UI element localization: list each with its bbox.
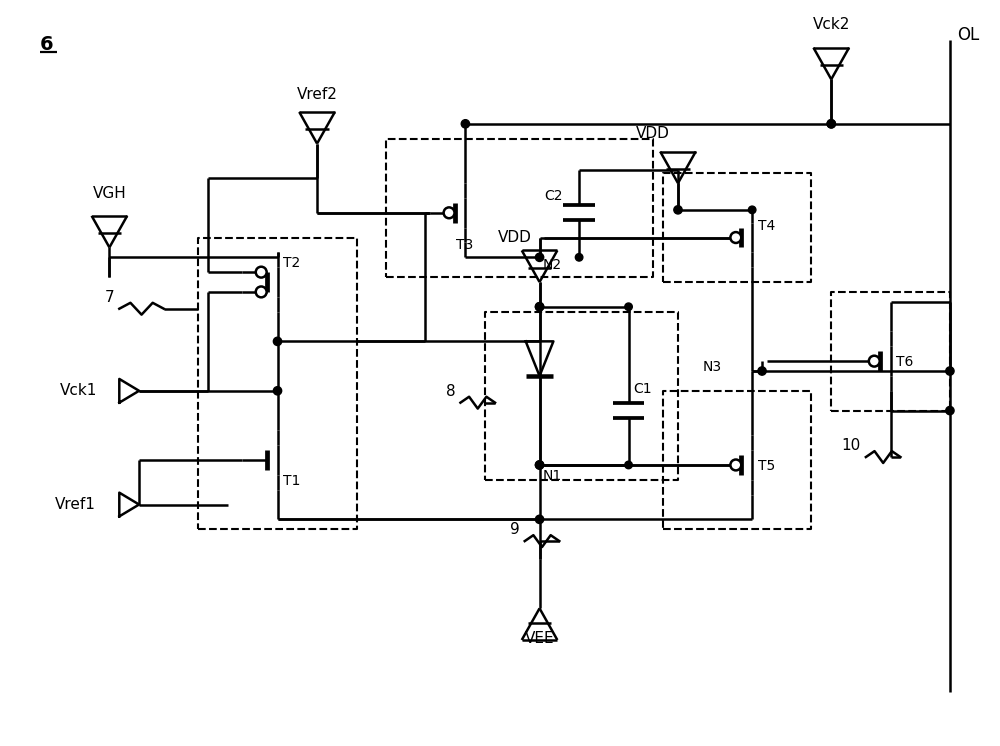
Text: T2: T2 xyxy=(283,256,301,270)
Circle shape xyxy=(869,356,880,366)
Text: Vref2: Vref2 xyxy=(297,87,338,101)
Circle shape xyxy=(674,206,682,214)
Circle shape xyxy=(535,303,544,311)
Circle shape xyxy=(625,303,632,310)
Text: 8: 8 xyxy=(446,383,456,399)
Text: Vref1: Vref1 xyxy=(55,497,96,512)
Circle shape xyxy=(946,367,954,375)
Circle shape xyxy=(827,119,835,128)
Circle shape xyxy=(625,461,632,468)
Circle shape xyxy=(256,267,267,278)
Text: 7: 7 xyxy=(105,289,114,305)
Circle shape xyxy=(730,232,741,243)
Circle shape xyxy=(535,461,544,469)
Text: T6: T6 xyxy=(896,355,913,369)
Circle shape xyxy=(461,119,470,128)
Text: T3: T3 xyxy=(456,239,473,252)
Text: VDD: VDD xyxy=(498,230,532,245)
Circle shape xyxy=(273,337,282,345)
Text: C2: C2 xyxy=(544,189,563,204)
Text: T5: T5 xyxy=(758,459,775,473)
Text: VEE: VEE xyxy=(525,630,554,645)
Text: C1: C1 xyxy=(633,382,652,396)
Text: Vck1: Vck1 xyxy=(60,383,97,398)
Text: T4: T4 xyxy=(758,219,775,233)
Circle shape xyxy=(758,367,766,375)
Text: VDD: VDD xyxy=(636,126,670,141)
Circle shape xyxy=(273,386,282,395)
Circle shape xyxy=(827,119,835,128)
Circle shape xyxy=(444,207,455,219)
Text: N1: N1 xyxy=(543,468,562,483)
Circle shape xyxy=(730,460,741,471)
Text: 10: 10 xyxy=(842,438,861,453)
Circle shape xyxy=(748,206,756,213)
Circle shape xyxy=(535,303,544,311)
Text: 9: 9 xyxy=(510,522,520,537)
Circle shape xyxy=(535,253,544,261)
Text: N2: N2 xyxy=(543,258,562,272)
Text: OL: OL xyxy=(957,26,979,44)
Text: Vck2: Vck2 xyxy=(813,17,850,32)
Text: VGH: VGH xyxy=(93,186,126,201)
Circle shape xyxy=(575,254,583,261)
Text: 6: 6 xyxy=(40,35,54,54)
Circle shape xyxy=(256,286,267,298)
Text: N3: N3 xyxy=(703,360,722,374)
Circle shape xyxy=(535,461,544,469)
Circle shape xyxy=(946,407,954,415)
Text: T1: T1 xyxy=(283,474,301,488)
Circle shape xyxy=(535,515,544,524)
